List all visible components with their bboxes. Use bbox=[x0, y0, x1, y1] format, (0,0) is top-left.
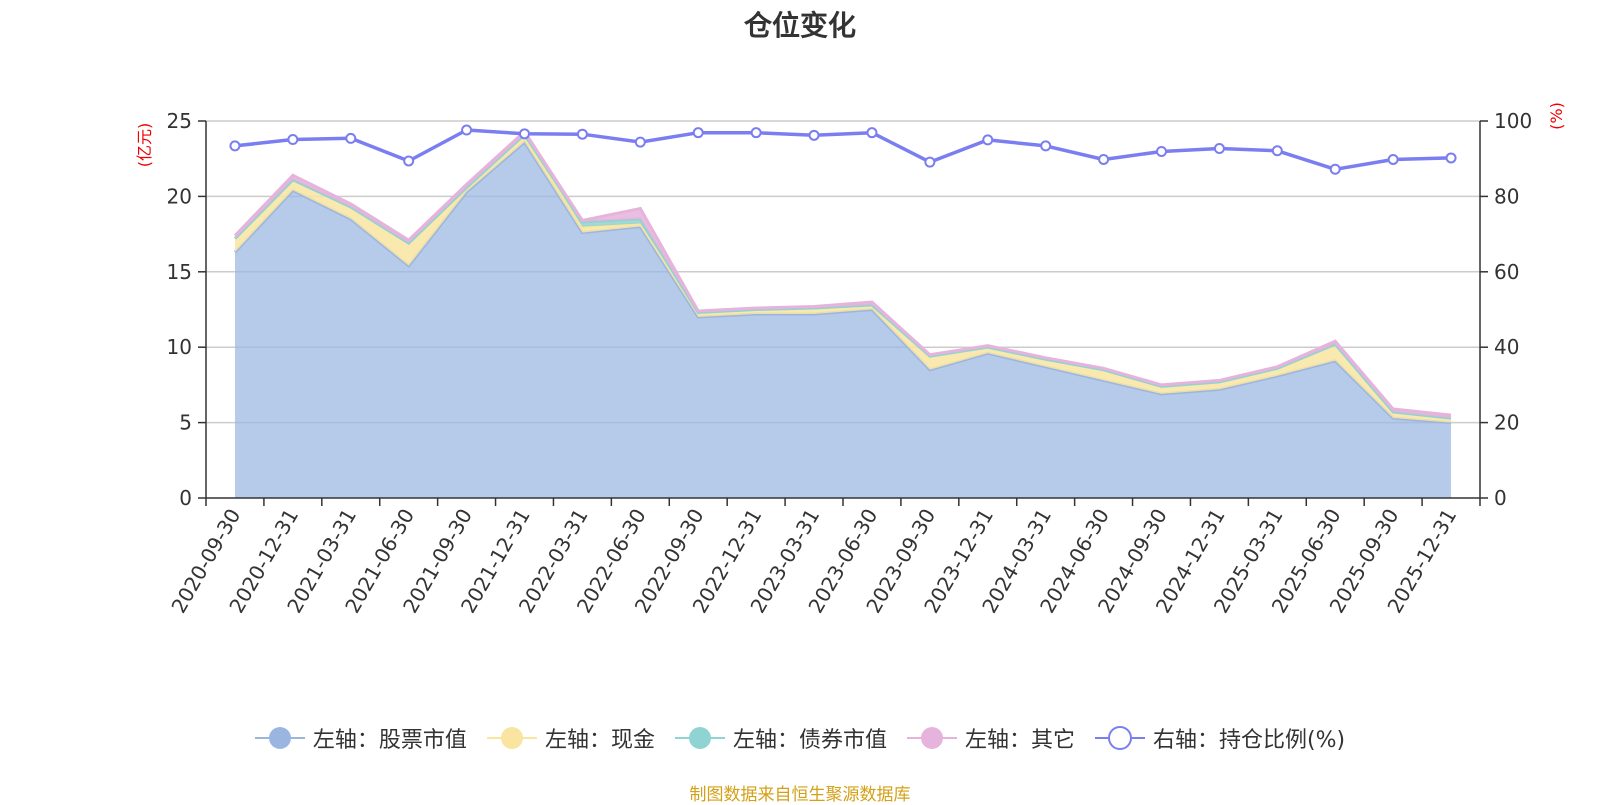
left-tick-label: 15 bbox=[167, 260, 192, 284]
legend-dot bbox=[920, 727, 943, 749]
ratio-point bbox=[750, 127, 762, 139]
ratio-point bbox=[229, 140, 241, 152]
ratio-point bbox=[866, 127, 878, 139]
ratio-point bbox=[924, 156, 936, 168]
legend-label: 右轴：持仓比例(%) bbox=[1152, 728, 1346, 753]
legend-marker-icon bbox=[674, 727, 725, 749]
ratio-point bbox=[1445, 152, 1457, 164]
legend-label: 左轴：股票市值 bbox=[312, 728, 467, 753]
source-note: 制图数据来自恒生聚源数据库 bbox=[689, 785, 911, 805]
ratio-line bbox=[229, 124, 1457, 175]
left-axis-unit: (亿元) bbox=[135, 123, 154, 168]
right-axis-unit: (%) bbox=[1547, 102, 1566, 130]
right-tick-label: 20 bbox=[1494, 411, 1519, 435]
ratio-line-path bbox=[234, 128, 1452, 172]
legend-item[interactable]: 左轴：其它 bbox=[906, 722, 1075, 754]
left-tick-label: 25 bbox=[167, 109, 192, 133]
stacked-areas bbox=[233, 129, 1452, 498]
ratio-point bbox=[1387, 153, 1399, 165]
ratio-point bbox=[634, 136, 646, 148]
legend-item[interactable]: 右轴：持仓比例(%) bbox=[1094, 722, 1346, 754]
legend-item[interactable]: 左轴：股票市值 bbox=[254, 722, 467, 754]
ratio-point bbox=[403, 155, 415, 167]
legend-label: 左轴：其它 bbox=[964, 728, 1075, 753]
legend-marker-icon bbox=[486, 727, 537, 749]
chart-title: 仓位变化 bbox=[743, 9, 856, 42]
legend-marker-icon bbox=[1094, 726, 1145, 750]
ratio-point bbox=[1213, 143, 1225, 155]
ratio-point bbox=[576, 128, 588, 140]
legend: 左轴：股票市值 左轴：现金 左轴：债券市值 左轴：其它 右轴：持仓比例(%) bbox=[0, 722, 1600, 757]
area-0 bbox=[235, 142, 1451, 498]
ratio-point bbox=[461, 124, 473, 136]
ratio-point bbox=[287, 133, 299, 145]
left-tick-label: 10 bbox=[167, 335, 192, 359]
right-tick-label: 40 bbox=[1494, 335, 1519, 359]
left-tick-label: 0 bbox=[179, 486, 192, 510]
right-tick-label: 0 bbox=[1494, 486, 1507, 510]
legend-label: 左轴：债券市值 bbox=[732, 728, 887, 753]
ratio-point bbox=[692, 127, 704, 139]
legend-dot bbox=[268, 727, 291, 749]
ratio-point bbox=[1156, 146, 1167, 158]
ratio-point bbox=[1040, 140, 1052, 152]
legend-marker-icon bbox=[906, 727, 957, 749]
legend-dot bbox=[688, 727, 711, 749]
right-tick-label: 100 bbox=[1494, 109, 1532, 133]
ratio-point bbox=[1098, 153, 1110, 165]
ratio-point bbox=[1329, 163, 1341, 175]
legend-item[interactable]: 左轴：债券市值 bbox=[674, 722, 887, 754]
area-edge-3 bbox=[233, 129, 1452, 417]
legend-dot bbox=[1107, 726, 1132, 750]
left-tick-label: 5 bbox=[179, 411, 192, 435]
ratio-point bbox=[345, 132, 357, 144]
right-tick-label: 60 bbox=[1494, 260, 1519, 284]
left-tick-label: 20 bbox=[167, 184, 192, 208]
right-tick-label: 80 bbox=[1494, 184, 1519, 208]
legend-marker-icon bbox=[254, 727, 305, 749]
ratio-point bbox=[1271, 145, 1283, 157]
ratio-point bbox=[982, 134, 994, 146]
legend-item[interactable]: 左轴：现金 bbox=[486, 722, 655, 754]
ratio-point bbox=[519, 128, 530, 140]
ratio-point bbox=[808, 129, 820, 141]
legend-dot bbox=[500, 727, 523, 749]
legend-label: 左轴：现金 bbox=[544, 728, 655, 753]
